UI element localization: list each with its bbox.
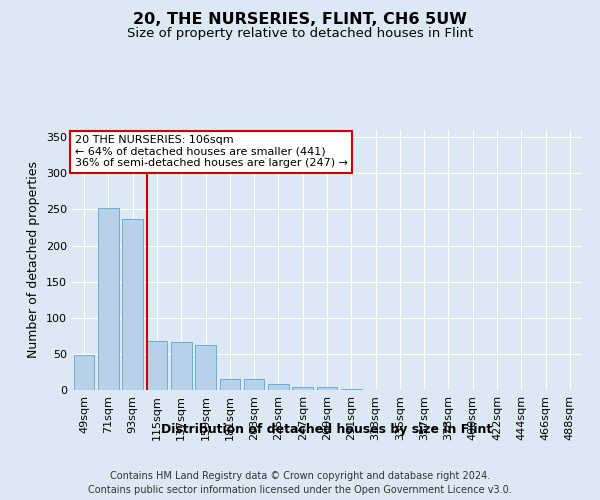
Y-axis label: Number of detached properties: Number of detached properties [28,162,40,358]
Bar [220,379,240,390]
Bar [74,356,94,390]
Text: Size of property relative to detached houses in Flint: Size of property relative to detached ho… [127,28,473,40]
Bar [171,342,191,390]
Bar [268,384,289,390]
Text: Distribution of detached houses by size in Flint: Distribution of detached houses by size … [161,422,493,436]
Text: 20 THE NURSERIES: 106sqm
← 64% of detached houses are smaller (441)
36% of semi-: 20 THE NURSERIES: 106sqm ← 64% of detach… [74,135,347,168]
Bar [146,341,167,390]
Bar [195,344,216,390]
Text: 20, THE NURSERIES, FLINT, CH6 5UW: 20, THE NURSERIES, FLINT, CH6 5UW [133,12,467,28]
Bar [341,388,362,390]
Text: Contains HM Land Registry data © Crown copyright and database right 2024.
Contai: Contains HM Land Registry data © Crown c… [88,471,512,495]
Bar [122,219,143,390]
Bar [292,387,313,390]
Bar [244,379,265,390]
Bar [98,208,119,390]
Bar [317,387,337,390]
